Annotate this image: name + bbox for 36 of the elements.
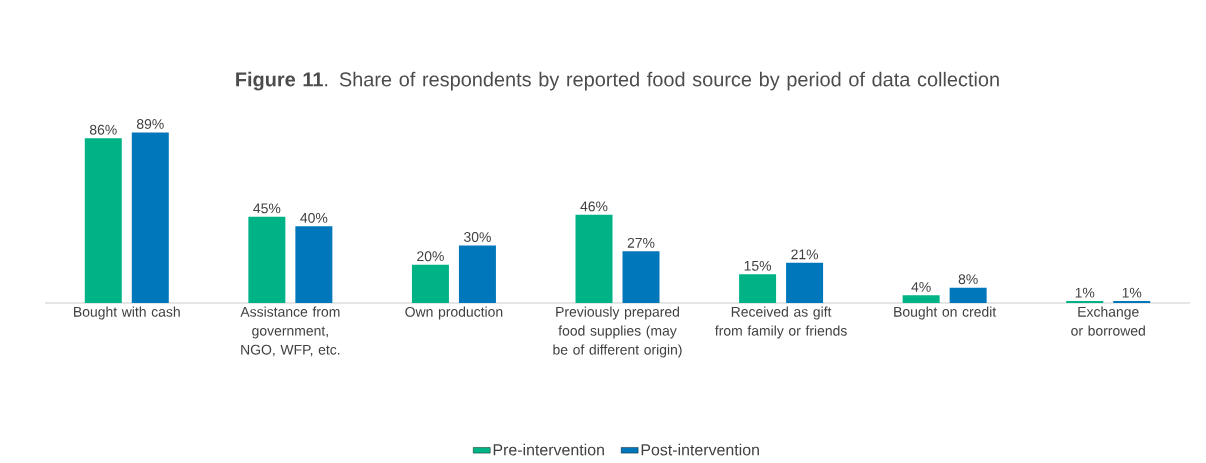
bar: [949, 287, 987, 303]
data-label: 15%: [744, 260, 772, 271]
x-tick-label: Own production: [405, 306, 503, 320]
x-tick-label: Bought on credit: [894, 306, 997, 320]
data-label: 46%: [580, 201, 608, 212]
x-tick-label: Assistance from government, NGO, WFP, etc.: [240, 306, 340, 357]
data-label: 8%: [958, 274, 978, 285]
data-label: 86%: [89, 124, 117, 135]
x-tick-label: Bought with cash: [74, 306, 180, 320]
bar: [248, 216, 286, 303]
bar: [622, 251, 660, 303]
bar: [131, 132, 169, 303]
data-label: 1%: [1075, 287, 1095, 298]
legend-label: Pre-intervention: [493, 443, 604, 456]
legend-label: Post-intervention: [641, 443, 759, 456]
data-label: 21%: [791, 249, 819, 260]
bar: [84, 138, 122, 303]
x-tick-label: Received as gift from family or friends: [715, 306, 847, 339]
bar: [575, 214, 613, 303]
bar: [786, 262, 824, 303]
bar: [295, 226, 333, 303]
data-label: 20%: [417, 251, 444, 262]
data-label: 40%: [300, 212, 328, 223]
data-label: 45%: [253, 203, 281, 214]
data-label: 89%: [136, 119, 164, 129]
data-label: 1%: [1122, 287, 1142, 298]
chart-title: Figure 11. Share of respondents by reported food source by period of data collection: [236, 71, 999, 91]
bar: [458, 245, 496, 303]
data-label: 30%: [464, 232, 491, 242]
bar: [739, 274, 777, 303]
bar: [411, 264, 449, 303]
x-tick-label: Previously prepared food supplies (may be of different origin): [553, 306, 682, 358]
bar: [902, 295, 940, 303]
x-tick-label: Exchange or borrowed: [1071, 306, 1145, 336]
data-label: 4%: [911, 282, 931, 292]
data-label: 27%: [627, 237, 655, 248]
